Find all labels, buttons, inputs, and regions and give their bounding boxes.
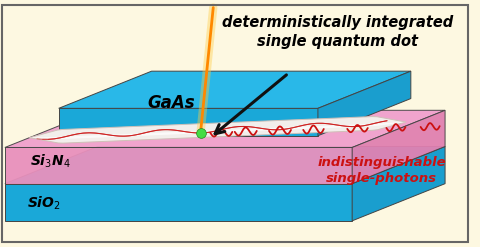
Text: Si$_3$N$_4$: Si$_3$N$_4$ bbox=[30, 152, 71, 170]
Polygon shape bbox=[29, 117, 406, 143]
Text: SiO$_2$: SiO$_2$ bbox=[27, 195, 61, 212]
Text: deterministically integrated
single quantum dot: deterministically integrated single quan… bbox=[222, 15, 453, 49]
Text: GaAs: GaAs bbox=[147, 94, 195, 112]
Polygon shape bbox=[59, 71, 411, 108]
Text: indistinguishable
single-photons: indistinguishable single-photons bbox=[317, 156, 446, 185]
Polygon shape bbox=[5, 110, 445, 147]
Polygon shape bbox=[29, 122, 406, 139]
Polygon shape bbox=[352, 146, 445, 221]
Polygon shape bbox=[5, 184, 352, 221]
Polygon shape bbox=[59, 108, 318, 136]
Polygon shape bbox=[352, 110, 445, 184]
Polygon shape bbox=[5, 146, 445, 184]
Polygon shape bbox=[318, 71, 411, 136]
Polygon shape bbox=[5, 147, 352, 184]
